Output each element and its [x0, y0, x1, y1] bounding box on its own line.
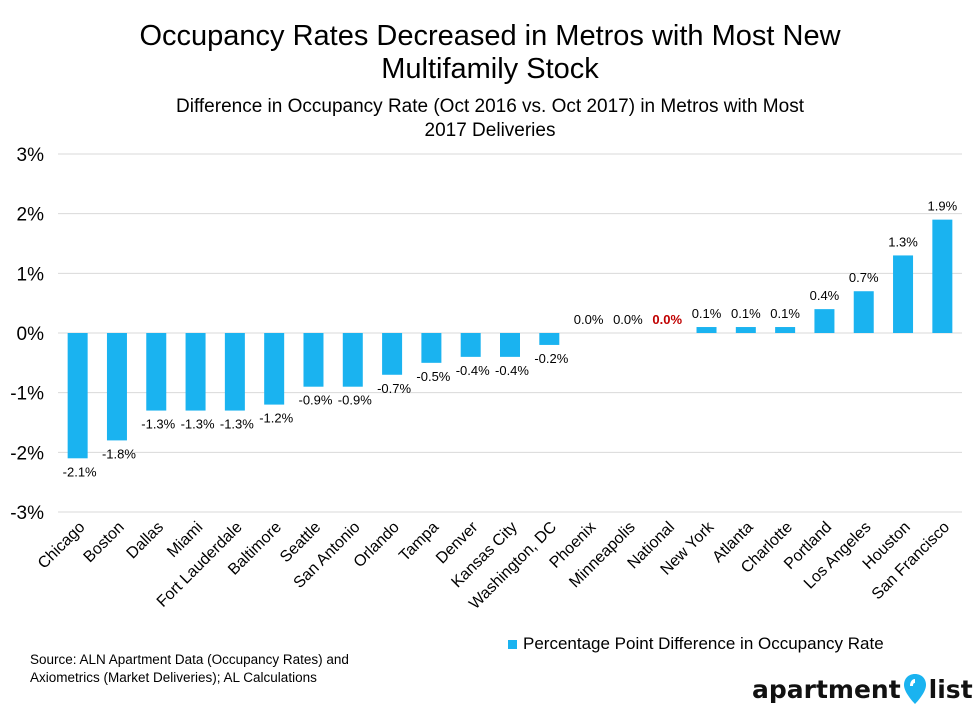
y-tick-label: 2% [17, 205, 45, 226]
chart-subtitle-line-1: Difference in Occupancy Rate (Oct 2016 v… [176, 96, 804, 117]
bar [146, 333, 167, 411]
data-label: 0.1% [731, 306, 761, 321]
data-label: 0.0% [613, 312, 643, 327]
data-label: -1.3% [141, 417, 175, 432]
bar [696, 327, 717, 333]
source-note: Source: ALN Apartment Data (Occupancy Ra… [30, 651, 349, 687]
y-tick-label: 3% [17, 145, 45, 166]
bar [500, 333, 520, 357]
legend-swatch [508, 639, 517, 649]
logo-text-list: list [928, 674, 973, 704]
data-label: 0.4% [810, 288, 840, 303]
location-pin-icon [903, 674, 926, 704]
bar [853, 291, 874, 333]
bar [460, 333, 481, 357]
bar [342, 333, 363, 387]
data-label: -1.3% [181, 417, 215, 432]
bar [67, 333, 88, 459]
y-tick-label: -2% [10, 443, 44, 464]
data-label: 0.7% [849, 270, 879, 285]
bar [735, 327, 756, 333]
chart-subtitle: Difference in Occupancy Rate (Oct 2016 v… [0, 95, 980, 143]
data-label: 1.9% [928, 199, 958, 214]
source-line-2: Axiometrics (Market Deliveries); AL Calc… [30, 670, 317, 685]
chart-legend: Percentage Point Difference in Occupancy… [508, 634, 884, 654]
data-label: 0.0% [652, 312, 682, 327]
x-tick-label: Chicago [35, 519, 89, 573]
bar [775, 327, 796, 333]
data-label: 1.3% [888, 234, 918, 249]
bar [382, 333, 403, 375]
bar [264, 333, 285, 405]
data-label: -0.4% [456, 363, 490, 378]
x-tick-label: Dallas [124, 519, 167, 562]
data-label: -0.4% [495, 363, 529, 378]
bar [106, 333, 127, 441]
chart-title: Occupancy Rates Decreased in Metros with… [0, 20, 980, 86]
y-tick-label: 1% [17, 264, 45, 285]
data-label: -0.9% [298, 393, 332, 408]
data-label: -1.8% [102, 446, 136, 461]
source-line-1: Source: ALN Apartment Data (Occupancy Ra… [30, 652, 349, 667]
x-tick-label: Boston [81, 519, 128, 566]
data-label: -1.2% [259, 411, 293, 426]
chart-title-line-1: Occupancy Rates Decreased in Metros with… [139, 20, 841, 52]
bar [303, 333, 324, 387]
legend-label: Percentage Point Difference in Occupancy… [523, 634, 884, 653]
data-label: 0.1% [692, 306, 722, 321]
data-label: -1.3% [220, 417, 254, 432]
data-label: 0.0% [574, 312, 604, 327]
bar [185, 333, 206, 411]
bar [893, 255, 914, 333]
logo-text-apartment: apartment [752, 674, 901, 704]
bar [539, 333, 560, 345]
data-label: -0.9% [338, 393, 372, 408]
chart-title-line-2: Multifamily Stock [381, 53, 599, 85]
bar [932, 219, 953, 333]
data-label: -0.2% [534, 351, 568, 366]
y-tick-label: 0% [17, 324, 45, 345]
data-label: 0.1% [770, 306, 800, 321]
y-tick-label: -1% [10, 384, 44, 405]
data-label: -0.7% [377, 381, 411, 396]
data-label: -0.5% [416, 369, 450, 384]
bar [814, 309, 835, 333]
apartment-list-logo: apartment list [752, 672, 973, 706]
y-tick-label: -3% [10, 503, 44, 524]
bar [421, 333, 442, 363]
chart-subtitle-line-2: 2017 Deliveries [424, 120, 556, 141]
bar [224, 333, 245, 411]
data-label: -2.1% [63, 464, 97, 479]
